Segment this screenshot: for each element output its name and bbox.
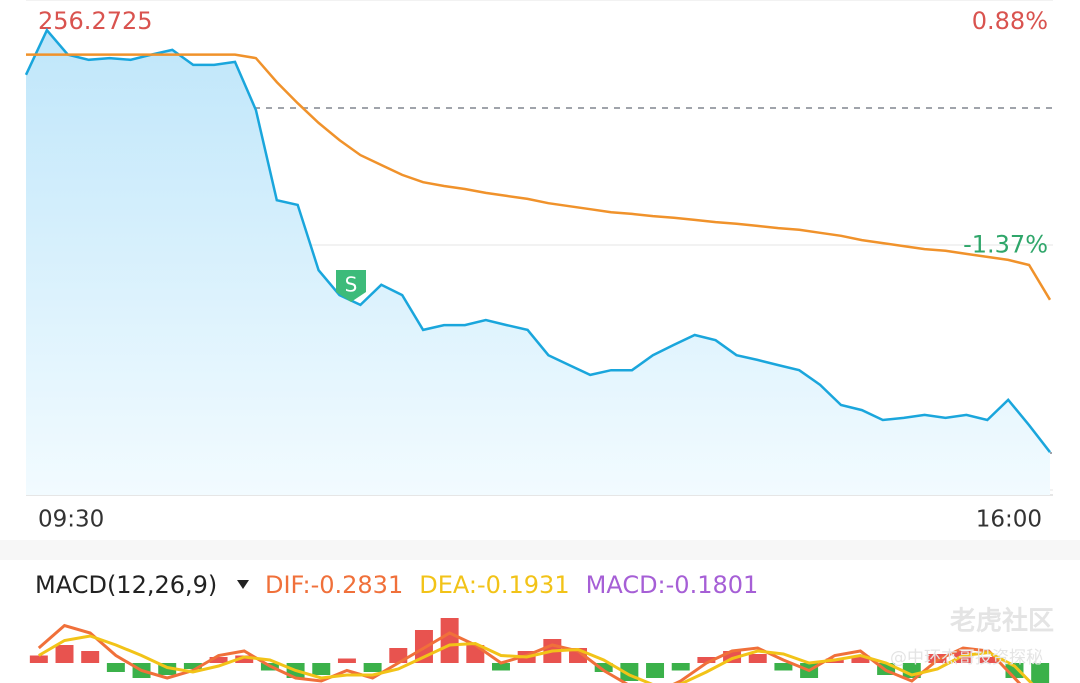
histogram-bar [29, 655, 48, 663]
histogram-bar [748, 654, 767, 663]
histogram-bar [363, 663, 382, 672]
legend-entry: DEA:-0.1931 [419, 571, 569, 599]
histogram-bar [851, 655, 870, 663]
histogram-bar [1031, 663, 1050, 683]
histogram-bar [81, 651, 100, 663]
histogram-bar [697, 657, 716, 663]
histogram-bar [671, 663, 690, 671]
legend-entry: MACD:-0.1801 [586, 571, 759, 599]
y2-tick-label: 0.88% [972, 7, 1048, 35]
macd-title: MACD(12,26,9) [35, 571, 217, 599]
y2-tick-label: -1.37% [963, 231, 1048, 259]
line [24, 27, 1051, 453]
histogram-bar [492, 663, 510, 671]
histogram-bar [337, 658, 356, 663]
signal-label: S [345, 273, 358, 297]
histogram-bar [979, 657, 998, 663]
histogram-bar [235, 655, 254, 663]
line [26, 53, 1052, 301]
histogram-bar [312, 663, 331, 675]
price-chart: 256.2725250.5663244.86000.88%-1.37%-3.61… [24, 0, 1053, 533]
histogram-bar [646, 663, 665, 678]
macd-chart: MACD(12,26,9) DIF:-0.2831 DEA:-0.1931 MACD… [29, 571, 1050, 683]
legend-entry: DIF:-0.2831 [265, 571, 403, 599]
dropdown-arrow[interactable] [237, 580, 249, 589]
histogram-bar [106, 663, 125, 672]
signal-marker [336, 270, 366, 302]
watermark-brand: 老虎社区 [950, 606, 1054, 637]
watermark-author: @中环杰哥投资探秘 [890, 648, 1043, 668]
x-tick-label: 16:00 [976, 507, 1042, 533]
histogram-bar [209, 657, 228, 663]
histogram-bar [183, 663, 202, 669]
separator [0, 540, 1080, 560]
histogram-bar [774, 663, 793, 671]
histogram-bar [440, 618, 459, 663]
y-tick-label: 256.2725 [38, 7, 153, 35]
histogram-bar [594, 663, 613, 672]
area [26, 30, 1050, 495]
histogram-bar [55, 645, 74, 663]
indicator-line [38, 634, 1034, 683]
x-tick-label: 09:30 [38, 507, 104, 533]
